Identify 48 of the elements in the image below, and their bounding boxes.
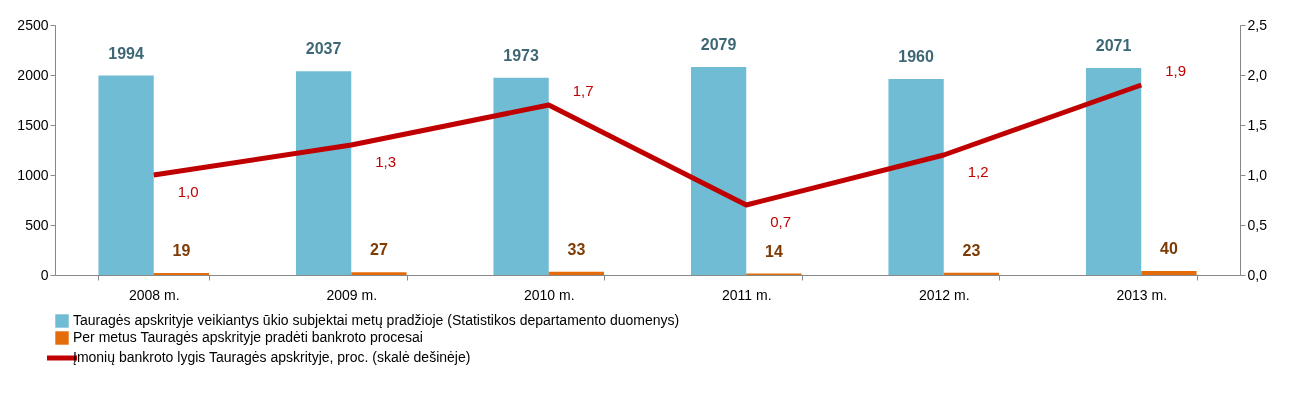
data-label: 0,7 [770,213,792,230]
x-tick-label: 2013 m. [1116,286,1168,303]
data-label: 1960 [898,48,934,65]
data-label: 2037 [305,40,342,58]
x-tick-label: 2011 m. [721,286,772,303]
x-tick-label: 2008 m. [128,286,180,303]
legend-label: Per metus Tauragės apskrityje pradėti bankroto procesai [73,329,423,345]
data-label: 2079 [700,36,737,54]
y-tick-label: 2500 [17,16,49,33]
data-label: 14 [765,242,783,260]
y-tick-label: 1000 [17,166,49,183]
y-tick-label: 0 [40,266,49,283]
x-tick-label: 2009 m. [326,286,378,303]
y2-tick-label: 0,5 [1247,216,1268,233]
x-tick-label: 2012 m. [918,286,970,303]
legend-label: Įmonių bankroto lygis Tauragės apskrityje, proc. (skalė dešinėje) [73,349,471,365]
y2-tick-label: 1,5 [1247,116,1268,133]
bar [493,77,549,275]
bar [351,272,407,275]
y2-tick-label: 2,5 [1247,16,1268,33]
y-tick-label: 2000 [17,66,49,83]
y-tick-label: 500 [25,216,49,233]
data-label: 40 [1160,240,1178,257]
data-label: 1973 [503,46,539,64]
data-label: 1,0 [177,183,199,200]
data-label: 1,2 [967,163,989,180]
y2-tick-label: 1,0 [1247,166,1268,183]
data-label: 1,9 [1165,62,1187,79]
legend-label: Tauragės apskrityje veikiantys ūkio subjektai metų pradžioje (Statistikos departamento duomenys) [73,312,680,328]
y2-tick-label: 0,0 [1247,266,1268,283]
data-label: 19 [172,242,191,260]
data-label: 1,7 [572,82,594,99]
data-label: 27 [370,241,388,259]
bar [98,75,154,275]
bar [295,71,352,275]
bar [548,271,605,275]
x-tick-label: 2010 m. [523,286,575,303]
data-label: 1,3 [375,153,397,170]
data-label: 2071 [1095,36,1132,54]
bar [690,67,747,275]
data-label: 33 [567,240,586,258]
bar [1085,67,1142,275]
bar [888,79,944,275]
y-tick-label: 1500 [17,116,49,133]
bar [1141,271,1197,275]
data-label: 1994 [108,44,144,62]
data-label: 23 [962,241,981,259]
y2-tick-label: 2,0 [1247,66,1268,83]
